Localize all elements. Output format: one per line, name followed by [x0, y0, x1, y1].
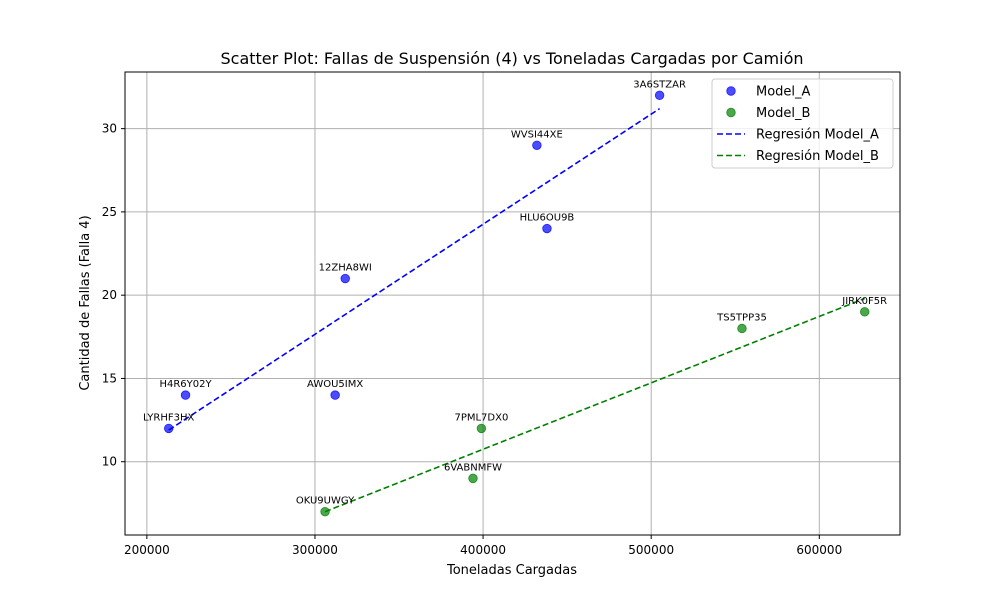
point-label: TS5TPP35 [716, 312, 767, 323]
chart-title: Scatter Plot: Fallas de Suspensión (4) v… [220, 49, 803, 68]
x-tick-label: 600000 [796, 543, 842, 557]
data-point [320, 506, 330, 517]
point-label: JIRK0F5R [841, 296, 887, 307]
y-tick-label: 20 [102, 288, 117, 302]
y-axis-label: Cantidad de Fallas (Falla 4) [78, 215, 93, 390]
point-label: HLU6OU9B [520, 213, 575, 224]
data-point [164, 423, 174, 434]
legend-marker [726, 107, 736, 118]
legend-label: Regresión Model_B [756, 149, 879, 164]
data-points [164, 90, 870, 517]
data-point [476, 423, 487, 434]
data-point [542, 223, 552, 234]
data-point [859, 307, 870, 317]
point-label: 7PML7DX0 [454, 412, 508, 423]
data-point [532, 140, 542, 150]
y-tick-label: 10 [102, 455, 117, 469]
legend-label: Model_A [756, 85, 811, 100]
data-point [330, 390, 340, 400]
x-tick-label: 200000 [124, 543, 170, 557]
legend-label: Model_B [756, 106, 810, 121]
point-label: 6VABNMFW [444, 462, 502, 473]
point-label: AWOU5IMX [307, 379, 363, 390]
point-label: WVSI44XE [511, 129, 563, 140]
legend-box [711, 78, 894, 169]
data-point [180, 390, 191, 400]
x-tick-label: 400000 [460, 543, 506, 557]
data-point [340, 273, 350, 284]
plot-frame [124, 71, 901, 536]
legend-label: Regresión Model_A [756, 128, 879, 143]
regression-lines [168, 107, 865, 513]
x-tick-label: 500000 [628, 543, 674, 557]
data-point [737, 323, 747, 334]
point-label: 3A6STZAR [633, 79, 686, 90]
x-axis-label: Toneladas Cargadas [446, 563, 577, 578]
y-axis-ticks: 10 15 20 25 30 [102, 122, 125, 469]
regression-line [324, 297, 865, 513]
y-tick-label: 25 [102, 205, 117, 219]
legend: Model_A Model_B Regresión Model_A Regresión… [711, 78, 894, 169]
x-axis-ticks: 200000 300000 400000 500000 600000 [124, 535, 842, 557]
legend-marker [726, 86, 736, 96]
y-tick-label: 30 [102, 122, 117, 136]
data-point [654, 90, 665, 101]
point-label: H4R6Y02Y [159, 379, 212, 390]
point-label: LYRHF3HX [143, 412, 194, 423]
y-tick-label: 15 [102, 371, 117, 385]
point-label: 12ZHA8WI [319, 263, 372, 274]
data-point [468, 473, 478, 484]
point-labels: LYRHF3HX H4R6Y02Y AWOU5IMX 12ZHA8WI WVSI44XE… [143, 79, 887, 506]
point-label: OKU9UWGY [296, 496, 355, 507]
x-tick-label: 300000 [292, 543, 338, 557]
regression-line [168, 107, 661, 431]
